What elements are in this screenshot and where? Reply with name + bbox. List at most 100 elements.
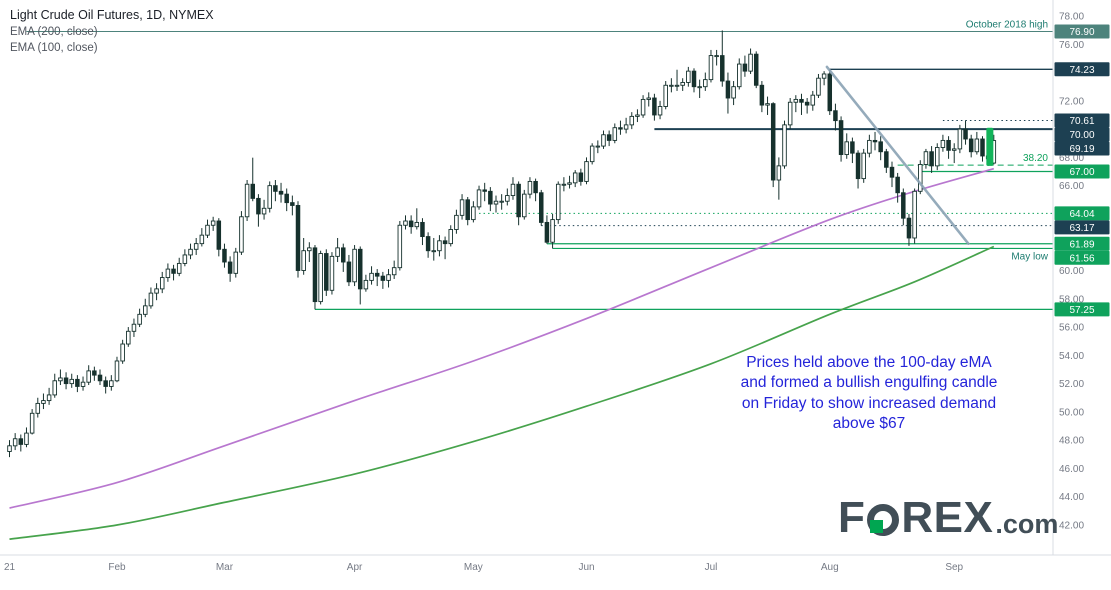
x-axis-label: Aug [821, 562, 839, 573]
candle [516, 181, 521, 226]
ema-200-line [9, 245, 995, 540]
price-badge: 69.19 [1054, 141, 1110, 156]
candle [7, 440, 12, 458]
candle [41, 393, 46, 410]
candle [759, 81, 765, 113]
time-axis[interactable] [0, 555, 1111, 590]
level-annotation: October 2018 high [966, 20, 1048, 31]
candle [329, 252, 335, 295]
candle [889, 161, 895, 188]
candle [934, 143, 940, 171]
candle [465, 196, 470, 226]
svg-text:74.23: 74.23 [1069, 65, 1094, 76]
candle [539, 189, 544, 226]
svg-text:64.04: 64.04 [1069, 209, 1094, 220]
candle [550, 213, 555, 249]
candle [369, 266, 374, 285]
candle [256, 194, 261, 227]
svg-text:76.90: 76.90 [1069, 27, 1094, 38]
x-axis-label: Sep [945, 562, 963, 573]
logo-text-f: F [838, 493, 866, 542]
candle [261, 199, 267, 220]
candle [629, 112, 635, 130]
candle [946, 136, 951, 159]
candle [691, 68, 697, 93]
candle [459, 194, 465, 220]
candle [623, 117, 629, 134]
legend-ema-200[interactable]: EMA (200, close) [10, 26, 98, 38]
candle [957, 124, 963, 154]
y-axis-tick: 72.00 [1059, 96, 1084, 107]
candle [420, 218, 425, 246]
forex-green-square-icon [870, 520, 884, 534]
x-axis-label: Mar [216, 562, 234, 573]
price-badge: 61.89 [1054, 236, 1110, 251]
candle [505, 188, 510, 206]
annotation-line: and formed a bullish engulfing candle [740, 374, 998, 392]
y-axis-tick: 60.00 [1059, 266, 1084, 277]
candle [182, 249, 188, 267]
candle [143, 298, 148, 318]
candle [578, 168, 584, 186]
chart-legend: Light Crude Oil Futures, 1D, NYMEX EMA (… [10, 8, 214, 54]
candle [855, 150, 861, 189]
candle [29, 409, 35, 435]
candle [18, 434, 24, 452]
candle [527, 177, 533, 199]
legend-ema-100[interactable]: EMA (100, close) [10, 42, 98, 54]
candle [561, 177, 567, 192]
svg-text:57.25: 57.25 [1069, 305, 1094, 316]
y-axis-tick: 44.00 [1059, 492, 1084, 503]
chart-pan-area[interactable] [0, 0, 1053, 555]
candle [380, 271, 386, 289]
svg-text:67.00: 67.00 [1069, 167, 1094, 178]
candle [652, 93, 657, 121]
candle [980, 136, 985, 162]
candle [742, 55, 748, 77]
candle [109, 375, 114, 391]
candle [940, 134, 946, 152]
candle [765, 96, 770, 115]
candle [703, 72, 708, 91]
bullish-engulfing-marker[interactable] [986, 127, 994, 166]
descending-trendline[interactable] [825, 65, 970, 245]
candle [335, 237, 340, 263]
y-axis-tick: 52.00 [1059, 379, 1084, 390]
candle [635, 109, 640, 123]
candle [120, 339, 125, 364]
candle [895, 172, 900, 203]
candle [906, 213, 912, 246]
candle [341, 243, 346, 272]
candle [148, 287, 154, 309]
symbol-title[interactable]: Light Crude Oil Futures, 1D, NYMEX [10, 8, 214, 22]
candle [12, 433, 18, 451]
candle [431, 237, 437, 261]
candle [227, 256, 233, 282]
candle [963, 120, 968, 145]
candle [606, 130, 612, 147]
candle [918, 160, 923, 195]
candle [75, 375, 80, 393]
candle [397, 221, 403, 271]
price-badge: 57.25 [1054, 302, 1110, 317]
candle [884, 148, 889, 173]
x-axis-label: Jun [578, 562, 594, 573]
x-axis-label: Feb [108, 562, 126, 573]
candle [176, 257, 182, 277]
candle [510, 177, 516, 200]
x-axis-label: May [464, 562, 483, 573]
candle [290, 195, 295, 216]
candle [425, 232, 431, 258]
candle [844, 133, 849, 159]
candle [787, 98, 793, 130]
price-axis[interactable] [1053, 0, 1111, 555]
y-axis-tick: 48.00 [1059, 436, 1084, 447]
price-badge: 64.04 [1054, 206, 1110, 221]
candle [312, 245, 318, 310]
candle [827, 69, 833, 115]
candle [821, 71, 827, 86]
candle [159, 271, 165, 294]
candle [250, 157, 256, 202]
candle [618, 120, 623, 135]
